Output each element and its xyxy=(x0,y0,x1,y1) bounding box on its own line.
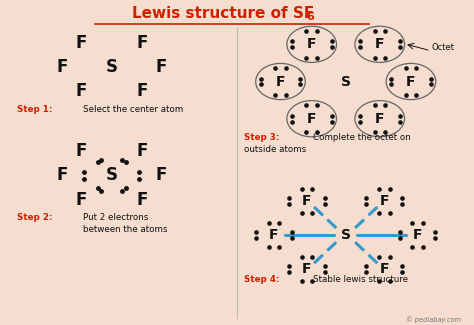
Text: Select the center atom: Select the center atom xyxy=(83,105,183,114)
Text: Complete the octet on: Complete the octet on xyxy=(313,133,410,142)
Text: F: F xyxy=(56,166,68,184)
Text: F: F xyxy=(75,190,87,209)
Text: Put 2 electrons: Put 2 electrons xyxy=(83,214,149,222)
Text: F: F xyxy=(75,82,87,100)
Text: Octet: Octet xyxy=(431,43,454,52)
Text: F: F xyxy=(302,262,312,276)
Text: F: F xyxy=(307,37,317,51)
Text: © pediabay.com: © pediabay.com xyxy=(406,317,462,323)
Text: F: F xyxy=(137,142,148,160)
Text: F: F xyxy=(276,74,285,88)
Text: between the atoms: between the atoms xyxy=(83,225,168,234)
Text: F: F xyxy=(155,166,167,184)
Text: S: S xyxy=(341,74,351,88)
Text: F: F xyxy=(307,112,317,126)
Text: Step 2:: Step 2: xyxy=(17,214,53,222)
Text: F: F xyxy=(137,190,148,209)
Text: F: F xyxy=(56,58,68,76)
Text: F: F xyxy=(375,112,384,126)
Text: F: F xyxy=(137,82,148,100)
Text: Stable lewis structure: Stable lewis structure xyxy=(313,275,408,284)
Text: F: F xyxy=(413,228,422,242)
Text: F: F xyxy=(137,34,148,52)
Text: F: F xyxy=(380,262,389,276)
Text: F: F xyxy=(375,37,384,51)
Text: outside atoms: outside atoms xyxy=(244,145,306,153)
Text: F: F xyxy=(75,34,87,52)
Text: F: F xyxy=(269,228,279,242)
Text: F: F xyxy=(302,194,312,208)
Text: Lewis structure of SF: Lewis structure of SF xyxy=(132,6,314,21)
Text: S: S xyxy=(341,228,351,242)
Text: F: F xyxy=(155,58,167,76)
Text: F: F xyxy=(406,74,416,88)
Text: S: S xyxy=(106,166,118,184)
Text: F: F xyxy=(75,142,87,160)
Text: Step 1:: Step 1: xyxy=(17,105,53,114)
Text: Step 3:: Step 3: xyxy=(244,133,280,142)
Text: Step 4:: Step 4: xyxy=(244,275,280,284)
Text: F: F xyxy=(380,194,389,208)
Text: 6: 6 xyxy=(306,12,314,22)
Text: S: S xyxy=(106,58,118,76)
